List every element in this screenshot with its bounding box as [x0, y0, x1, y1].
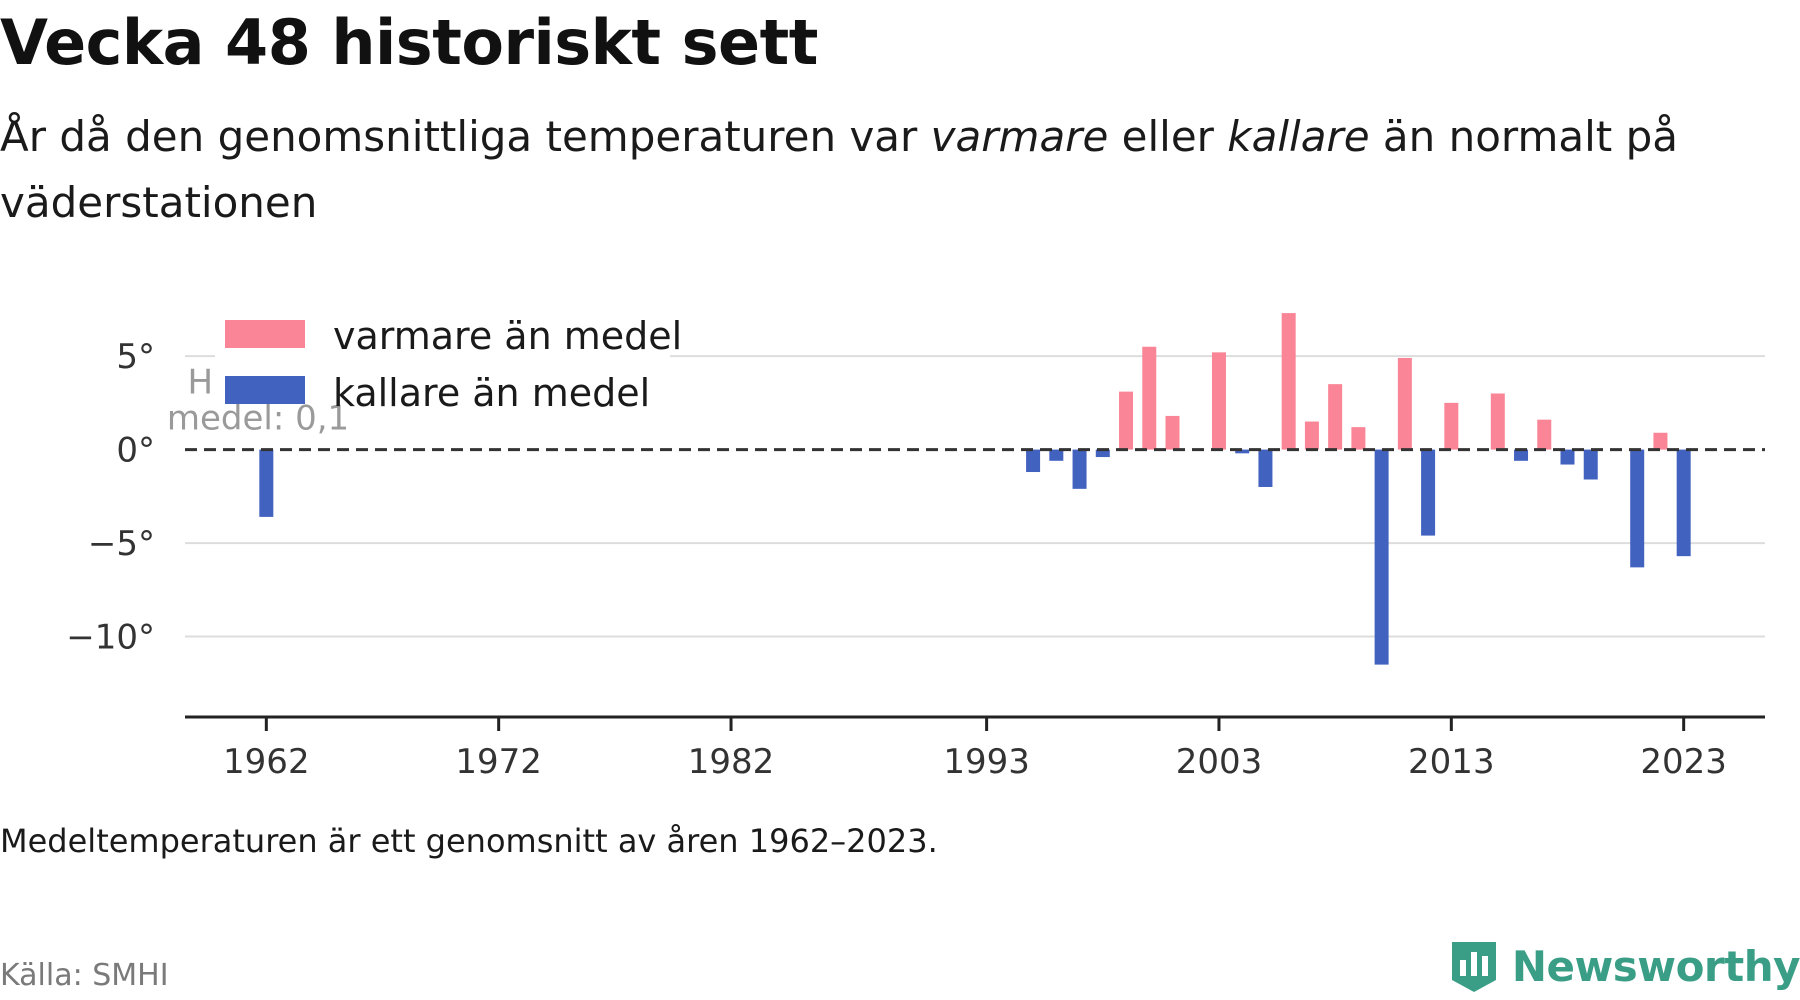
subtitle-part-1: År då den genomsnittliga temperaturen va…	[0, 112, 931, 161]
bar-cold	[1630, 449, 1645, 568]
subtitle-part-2: eller	[1108, 112, 1228, 161]
bar-warm	[1281, 313, 1296, 450]
bar-cold	[1258, 449, 1273, 487]
y-tick-label: −5°	[88, 524, 155, 564]
bar-warm	[1328, 384, 1343, 450]
bar-warm	[1397, 357, 1412, 450]
y-tick-label: −10°	[66, 618, 155, 658]
subtitle-cold-word: kallare	[1227, 112, 1370, 161]
y-tick-label: 5°	[116, 337, 155, 377]
x-tick-label: 2023	[1640, 742, 1727, 780]
legend-label-cold: kallare än medel	[333, 371, 650, 415]
bar-warm	[1142, 346, 1157, 450]
x-tick-label: 1962	[223, 742, 310, 780]
y-axis-ticks: 5° 0° −5° −10°	[66, 337, 155, 657]
bar-warm	[1304, 421, 1319, 450]
legend-swatch-warm	[225, 320, 305, 348]
source-label: Källa: SMHI	[0, 958, 169, 993]
reference-label-line2: medel: 0,1	[167, 399, 349, 439]
bars	[259, 313, 1691, 665]
brand-name: Newsworthy	[1511, 941, 1800, 991]
brand-logo: Newsworthy	[1448, 938, 1800, 994]
x-tick-label: 1982	[688, 742, 775, 780]
bar-warm	[1351, 427, 1366, 450]
bar-warm	[1165, 415, 1180, 450]
bar-cold	[1072, 449, 1087, 489]
x-tick-label: 2013	[1408, 742, 1495, 780]
bar-warm	[1537, 419, 1552, 450]
bar-warm	[1211, 352, 1226, 450]
legend-swatch-cold	[225, 376, 305, 404]
subtitle-part-3: än normalt på väderstationen	[0, 112, 1678, 227]
bar-cold	[1421, 449, 1436, 536]
bar-cold	[1026, 449, 1041, 473]
bar-cold	[259, 449, 274, 517]
y-tick-label: 0°	[116, 431, 155, 471]
bar-cold	[1049, 449, 1064, 461]
newsworthy-logo-icon	[1451, 942, 1496, 992]
bar-cold	[1095, 449, 1110, 458]
x-tick-label: 2003	[1176, 742, 1263, 780]
bar-cold	[1560, 449, 1575, 465]
x-tick-label: 1972	[455, 742, 542, 780]
footnote: Medeltemperaturen är ett genomsnitt av å…	[0, 822, 938, 860]
chart-title: Vecka 48 historiskt sett	[0, 6, 818, 79]
legend: varmare än medel kallare än medel	[215, 312, 682, 415]
bar-warm	[1653, 432, 1668, 450]
bar-warm	[1490, 393, 1505, 450]
bar-cold	[1514, 449, 1529, 461]
x-tick-label: 1993	[943, 742, 1030, 780]
x-axis-ticks: 1962 1972 1982 1993 2003 2013 2023	[223, 717, 1727, 780]
bar-warm	[1119, 391, 1134, 450]
bar-chart: 5°0°−5°−10° Historiskt medel: 0,1 varmar…	[66, 312, 1765, 780]
bar-cold	[1374, 449, 1389, 665]
bar-cold	[1583, 449, 1598, 480]
legend-label-warm: varmare än medel	[333, 314, 682, 358]
bar-cold	[1676, 449, 1691, 557]
bar-warm	[1444, 402, 1459, 450]
bar-cold	[1235, 449, 1250, 454]
subtitle-warm-word: varmare	[930, 112, 1109, 161]
chart-subtitle: År då den genomsnittliga temperaturen va…	[0, 104, 1720, 236]
